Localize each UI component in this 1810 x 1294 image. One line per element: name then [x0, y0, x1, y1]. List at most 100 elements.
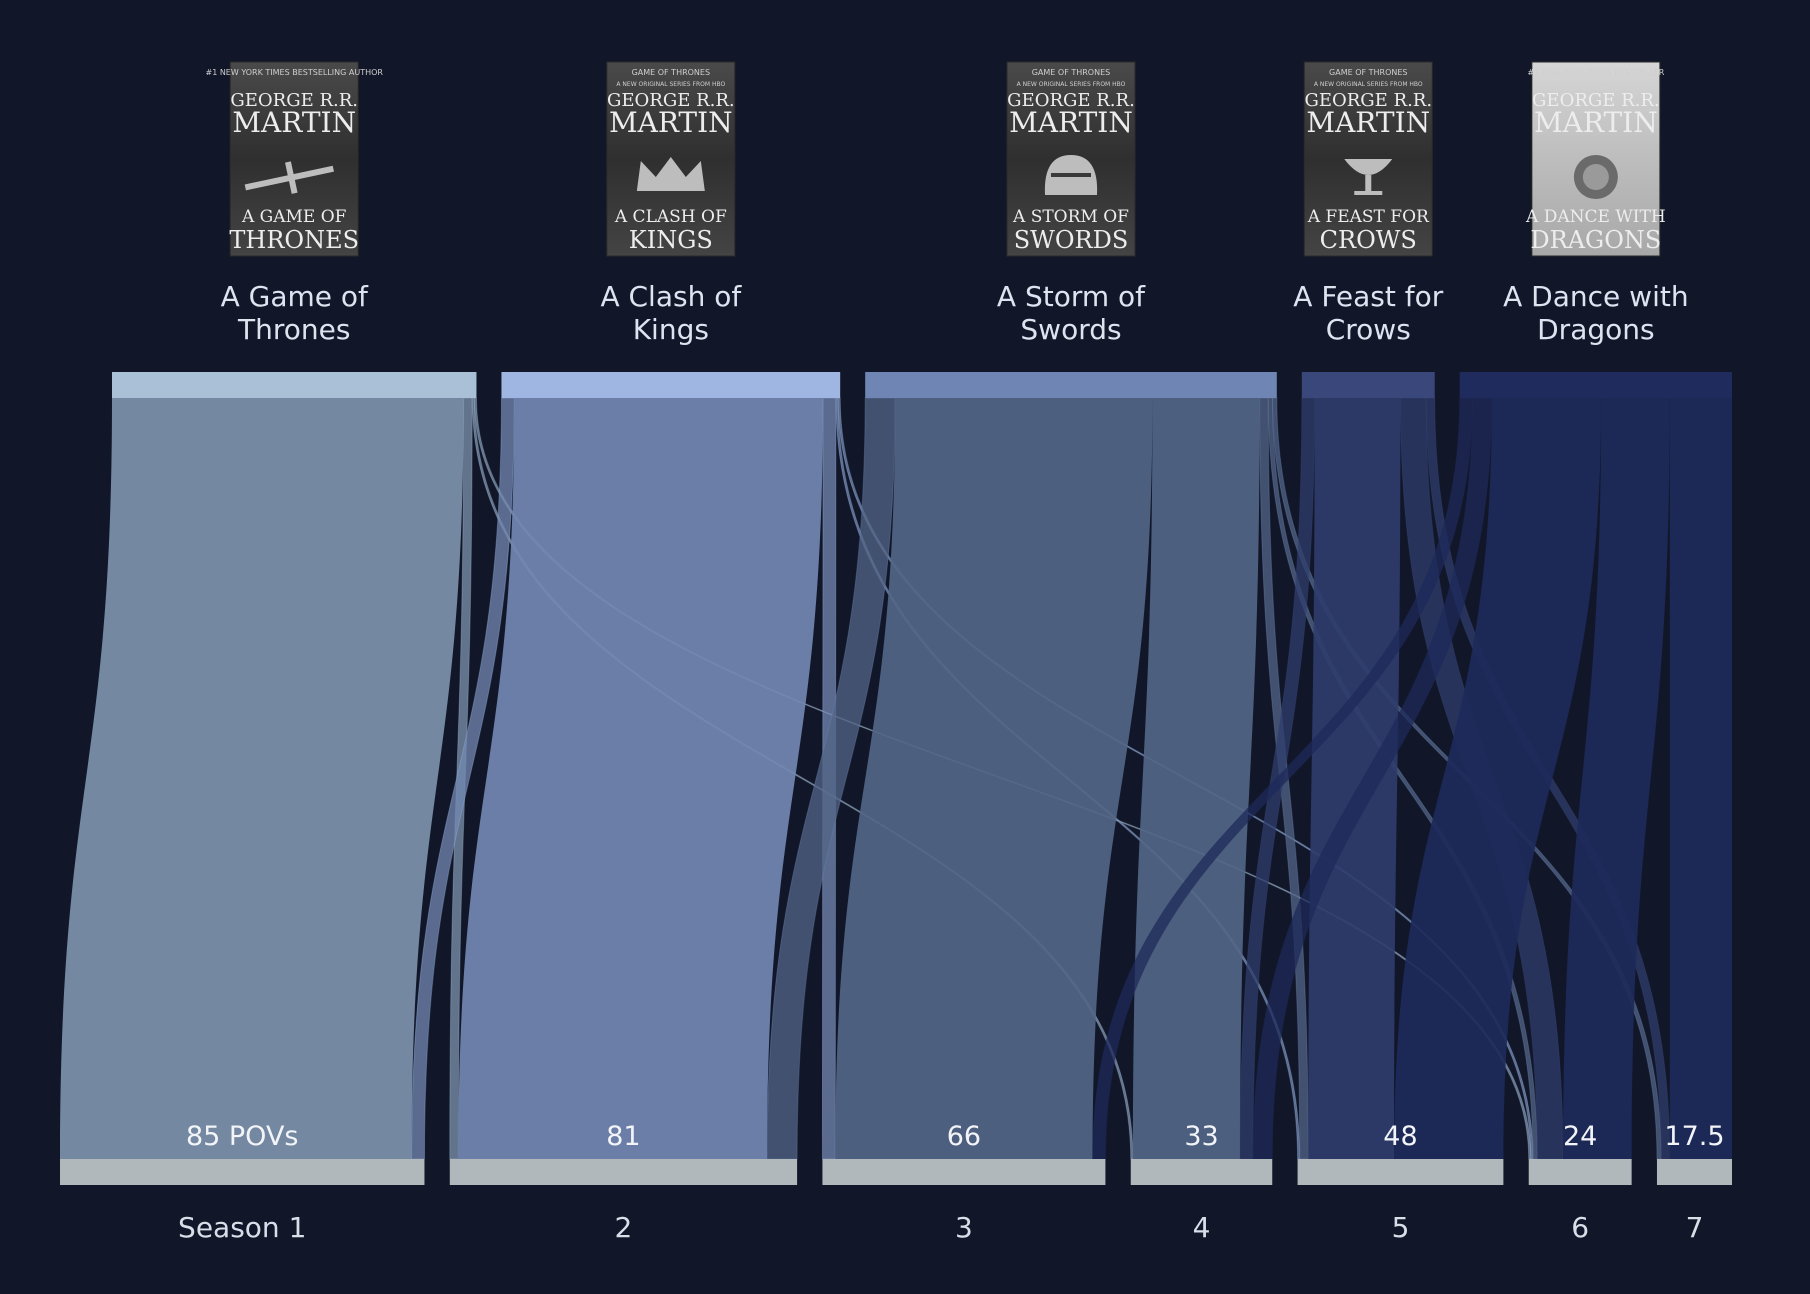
link-b4-s5 [1308, 398, 1401, 1159]
book-title-5-line-2: Dragons [1537, 313, 1654, 346]
season-bar-4 [1130, 1159, 1273, 1185]
cover-title-last: THRONES [229, 226, 359, 254]
cover-author-last: MARTIN [1009, 106, 1133, 139]
book-title-3-line-1: A Storm of [997, 280, 1146, 313]
cover-top-line: GAME OF THRONES [1329, 68, 1408, 77]
book-bar-1 [112, 372, 477, 398]
cover-author-first: GEORGE R.R. [1007, 90, 1135, 111]
link-b2-s2 [458, 398, 824, 1159]
season-bar-3 [822, 1159, 1106, 1185]
season-label-1: Season 1 [178, 1211, 306, 1244]
link-b5-s4 [1252, 397, 1493, 1160]
cover-top-line: GAME OF THRONES [632, 68, 711, 77]
cover-author-last: MARTIN [232, 106, 356, 139]
crown-icon [636, 157, 705, 191]
season-label-4: 4 [1193, 1211, 1211, 1244]
cover-title-first: A FEAST FOR [1307, 207, 1430, 227]
cover-title-last: KINGS [629, 226, 713, 254]
book-title-3-line-2: Swords [1020, 313, 1121, 346]
cover-series-line: A NEW ORIGINAL SERIES FROM HBO [1314, 81, 1423, 88]
helm-icon [1044, 155, 1098, 195]
cover-title-first: A DANCE WITH [1525, 207, 1666, 227]
cover-title-first: A STORM OF [1012, 207, 1129, 227]
book-nodes: #1 NEW YORK TIMES BESTSELLING AUTHOR GEOR… [112, 61, 1732, 398]
book-title-5-line-1: A Dance with [1503, 280, 1688, 313]
book-title-4-line-1: A Feast for [1293, 280, 1443, 313]
link-b5-s6 [1563, 398, 1670, 1159]
season-bar-2 [449, 1159, 798, 1185]
season-node-7: 17.57 [1656, 1121, 1732, 1244]
book-node-1: #1 NEW YORK TIMES BESTSELLING AUTHOR GEOR… [112, 61, 477, 398]
link-b5-s5 [1394, 398, 1602, 1159]
cover-author-last: MARTIN [1534, 106, 1658, 139]
cover-series-line: GAME OF THRONES [1566, 81, 1625, 88]
book-cover-5: #1 NEW YORK TIMES BESTSELLER GAME OF THRO… [1525, 61, 1666, 257]
cover-title-last: SWORDS [1014, 226, 1129, 254]
book-bar-3 [865, 372, 1277, 398]
link-b5-s7 [1669, 398, 1732, 1159]
book-cover-3: GAME OF THRONES A NEW ORIGINAL SERIES FRO… [1006, 61, 1136, 257]
book-title-2-line-1: A Clash of [600, 280, 742, 313]
season-node-1: 85 POVs Season 1 [60, 1121, 425, 1244]
book-cover-1: #1 NEW YORK TIMES BESTSELLING AUTHOR GEOR… [205, 61, 383, 257]
season-bar-1 [60, 1159, 425, 1185]
season-node-4: 33 4 [1130, 1121, 1273, 1244]
season-value-label-3: 66 [947, 1121, 981, 1152]
cover-author-last: MARTIN [1306, 106, 1430, 139]
cover-title-last: DRAGONS [1530, 226, 1661, 254]
cover-title-first: A GAME OF [241, 207, 347, 227]
season-value-label-5: 48 [1383, 1121, 1417, 1152]
season-node-2: 81 2 [449, 1121, 798, 1244]
book-cover-4: GAME OF THRONES A NEW ORIGINAL SERIES FRO… [1303, 61, 1433, 257]
flow-links [60, 397, 1732, 1160]
season-value-label-4: 33 [1184, 1121, 1218, 1152]
season-value-label-7: 17.5 [1664, 1121, 1724, 1152]
cover-author-first: GEORGE R.R. [1532, 90, 1660, 111]
season-label-7: 7 [1686, 1211, 1704, 1244]
cover-author-first: GEORGE R.R. [230, 90, 358, 111]
season-value-label-1: 85 POVs [186, 1121, 299, 1152]
cover-series-line: A NEW ORIGINAL SERIES FROM HBO [616, 81, 725, 88]
book-node-3: GAME OF THRONES A NEW ORIGINAL SERIES FRO… [865, 61, 1277, 398]
dragon-icon [1573, 155, 1618, 199]
season-value-label-6: 24 [1563, 1121, 1597, 1152]
season-node-6: 24 6 [1528, 1121, 1632, 1244]
cover-author-last: MARTIN [609, 106, 733, 139]
book-node-4: GAME OF THRONES A NEW ORIGINAL SERIES FRO… [1293, 61, 1444, 398]
season-bar-6 [1528, 1159, 1632, 1185]
book-bar-5 [1459, 372, 1732, 398]
season-label-2: 2 [615, 1211, 633, 1244]
season-bar-7 [1656, 1159, 1732, 1185]
book-title-1-line-2: Thrones [237, 313, 350, 346]
season-label-5: 5 [1392, 1211, 1410, 1244]
book-bar-4 [1301, 372, 1435, 398]
cover-author-first: GEORGE R.R. [607, 90, 735, 111]
link-b1-s1 [60, 398, 464, 1159]
book-title-4-line-2: Crows [1326, 313, 1411, 346]
cover-author-first: GEORGE R.R. [1304, 90, 1432, 111]
book-node-5: #1 NEW YORK TIMES BESTSELLER GAME OF THRO… [1459, 61, 1732, 398]
season-label-3: 3 [955, 1211, 973, 1244]
season-value-label-2: 81 [606, 1121, 640, 1152]
book-cover-2: GAME OF THRONES A NEW ORIGINAL SERIES FRO… [606, 61, 736, 257]
book-title-2-line-2: Kings [633, 313, 709, 346]
cover-title-last: CROWS [1320, 226, 1417, 254]
book-bar-2 [501, 372, 841, 398]
season-label-6: 6 [1571, 1211, 1589, 1244]
cover-title-first: A CLASH OF [614, 207, 727, 227]
cover-series-line: A NEW ORIGINAL SERIES FROM HBO [1017, 81, 1126, 88]
cover-top-line: GAME OF THRONES [1032, 68, 1111, 77]
sword-icon [244, 161, 334, 194]
book-title-1-line-1: A Game of [221, 280, 369, 313]
season-bar-5 [1297, 1159, 1504, 1185]
cover-top-line: #1 NEW YORK TIMES BESTSELLING AUTHOR [205, 68, 383, 77]
link-b5-s3 [1092, 397, 1474, 1160]
book-node-2: GAME OF THRONES A NEW ORIGINAL SERIES FRO… [501, 61, 841, 398]
chalice-icon [1344, 159, 1393, 195]
link-b3-s4 [1132, 398, 1260, 1159]
link-b2-s1 [411, 397, 515, 1160]
cover-top-line: #1 NEW YORK TIMES BESTSELLER [1527, 68, 1664, 77]
season-node-5: 48 5 [1297, 1121, 1504, 1244]
